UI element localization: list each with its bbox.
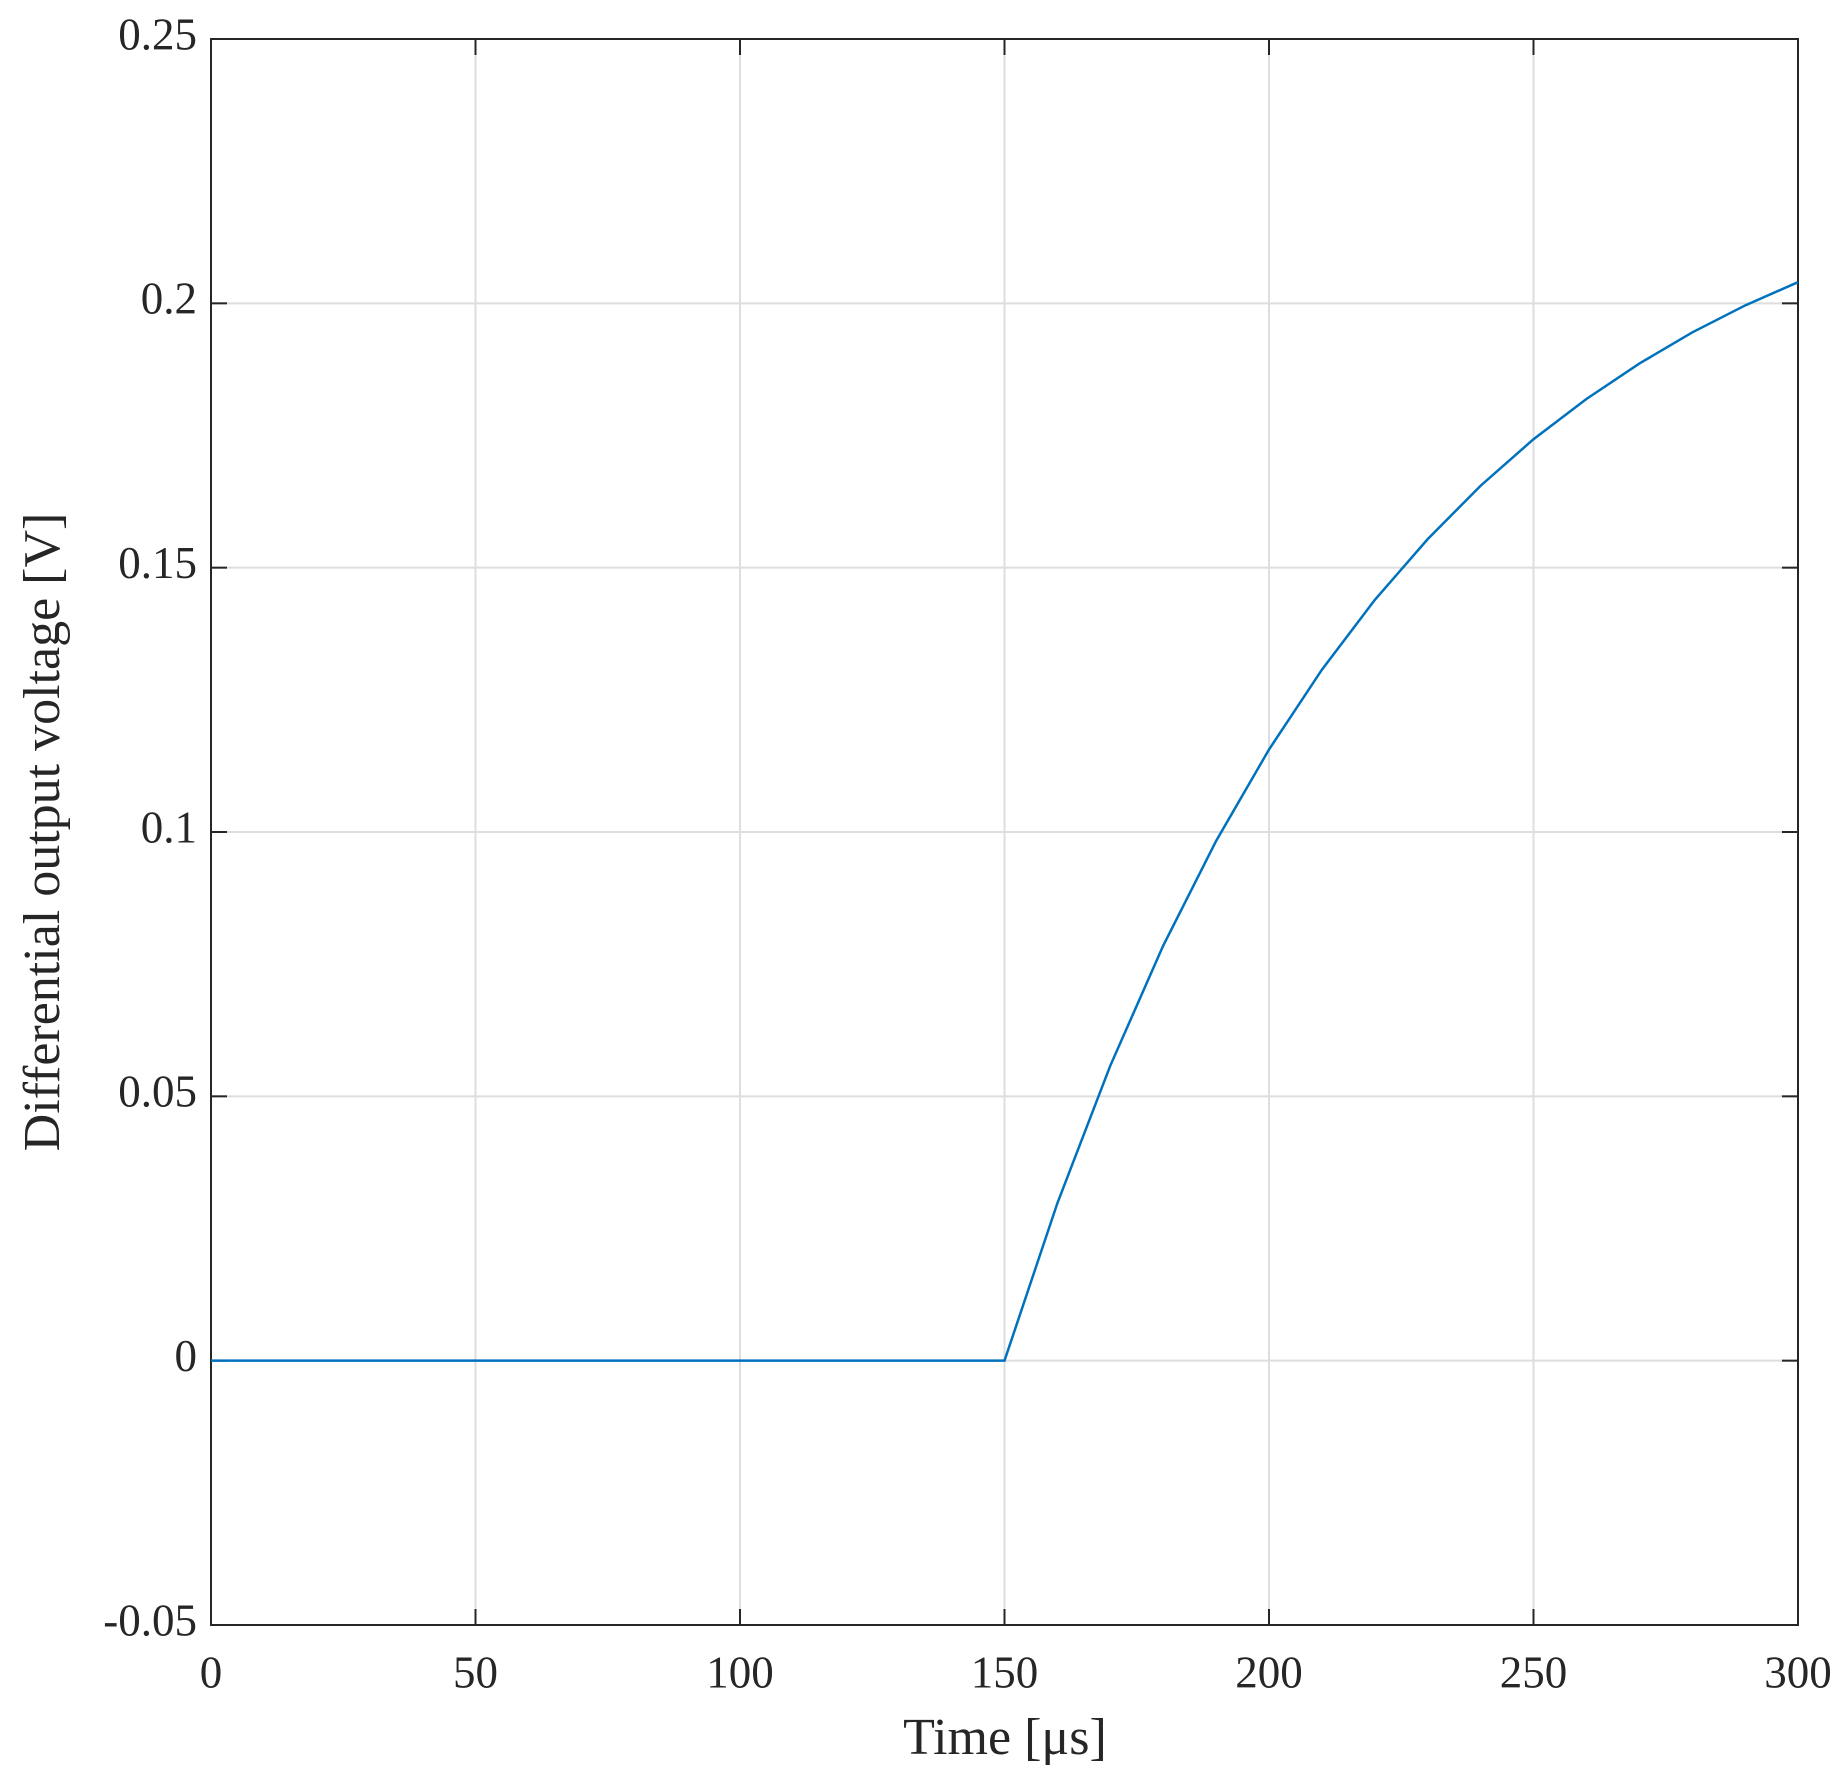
y-tick-label: 0.25 — [118, 9, 197, 59]
x-tick-label: 0 — [200, 1647, 223, 1697]
plot-frame — [210, 38, 1799, 1626]
y-tick-label: 0.1 — [141, 802, 197, 852]
y-tick-label: 0.2 — [141, 274, 197, 324]
y-axis-label: Differential output voltage [V] — [14, 513, 71, 1152]
x-tick-label: 50 — [453, 1647, 498, 1697]
x-tick-label: 150 — [971, 1647, 1039, 1697]
x-tick-label: 300 — [1764, 1647, 1832, 1697]
x-axis-label: Time [μs] — [903, 1709, 1107, 1766]
y-tick-label: 0.15 — [118, 538, 197, 588]
y-tick-label: 0.05 — [118, 1067, 197, 1117]
y-tick-label: -0.05 — [103, 1595, 197, 1645]
y-tick-label: 0 — [175, 1331, 198, 1381]
data-line — [211, 281, 1799, 1362]
x-tick-label: 250 — [1500, 1647, 1568, 1697]
x-tick-label: 200 — [1235, 1647, 1303, 1697]
x-tick-label: 100 — [706, 1647, 774, 1697]
